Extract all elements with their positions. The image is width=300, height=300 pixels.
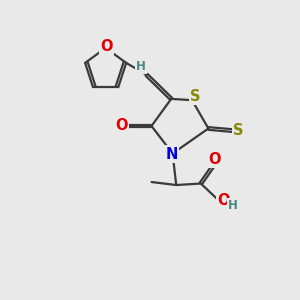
Text: O: O [217,193,230,208]
Text: S: S [190,89,200,104]
Text: O: O [100,39,112,54]
Text: O: O [115,118,128,133]
Text: H: H [136,60,146,73]
Text: S: S [233,123,244,138]
Text: H: H [228,199,238,212]
Text: O: O [208,152,221,167]
Text: N: N [166,147,178,162]
